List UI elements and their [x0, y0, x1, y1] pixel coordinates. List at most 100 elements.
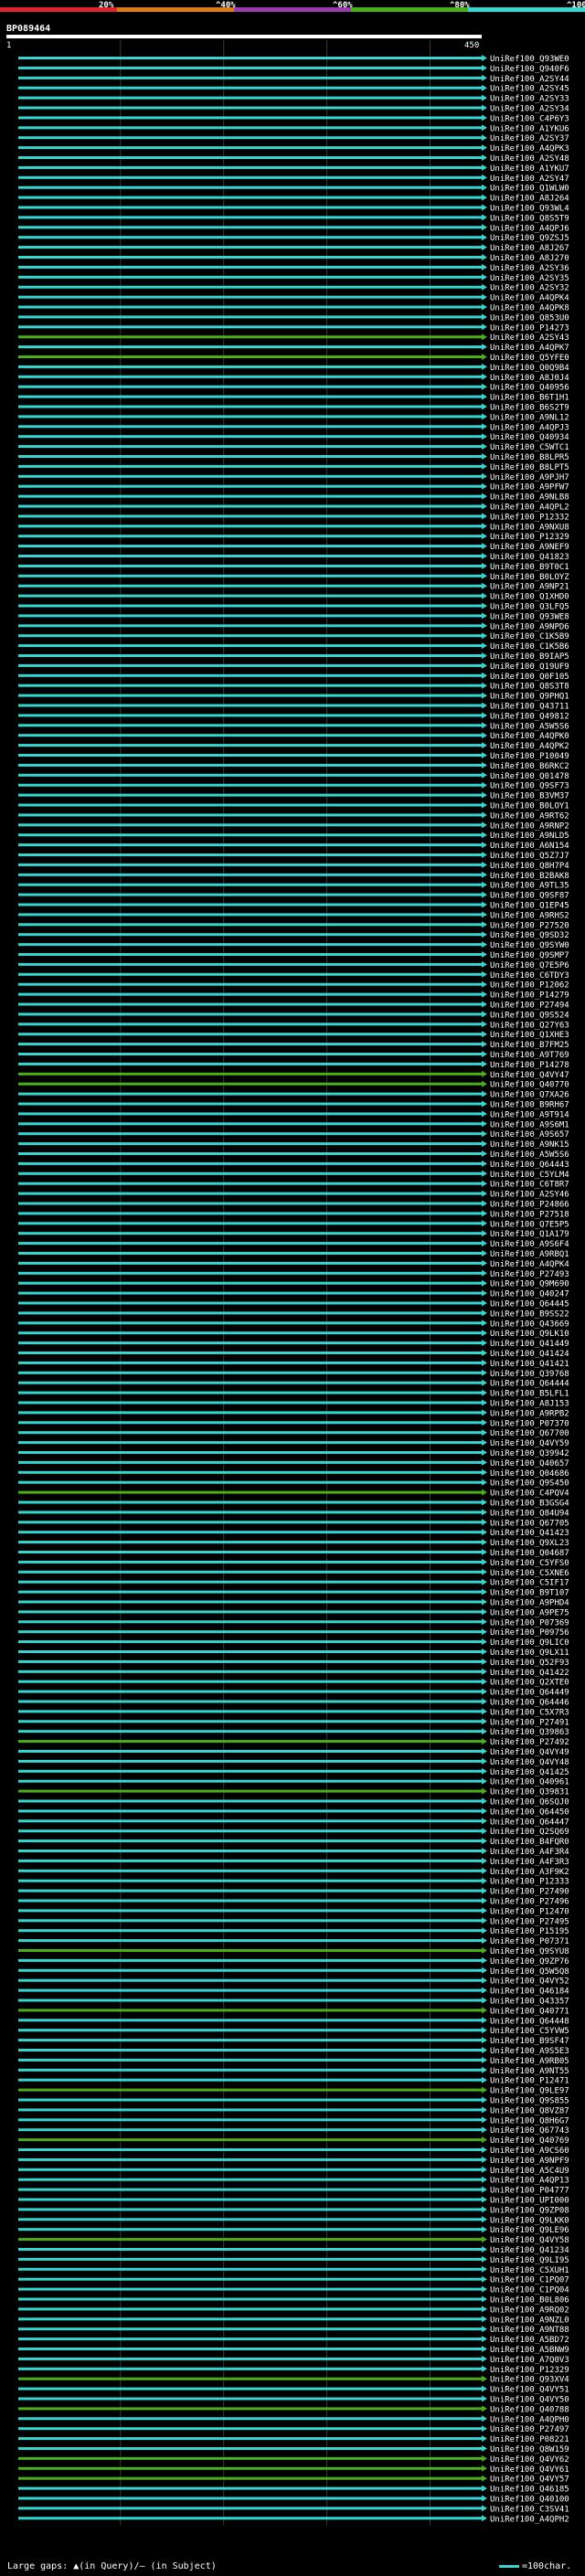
- hit-label[interactable]: UniRef100_Q67700: [490, 1429, 569, 1438]
- hit-label[interactable]: UniRef100_A9NPD6: [490, 622, 569, 631]
- hit-label[interactable]: UniRef100_Q0F105: [490, 673, 569, 682]
- hit-label[interactable]: UniRef100_B3VM37: [490, 792, 569, 801]
- hit-label[interactable]: UniRef100_Q4VY62: [490, 2455, 569, 2465]
- hit-label[interactable]: UniRef100_Q9S450: [490, 1479, 569, 1489]
- hit-label[interactable]: UniRef100_Q9LX11: [490, 1648, 569, 1658]
- hit-label[interactable]: UniRef100_Q64445: [490, 1300, 569, 1309]
- hit-label[interactable]: UniRef100_Q2XTE0: [490, 1679, 569, 1688]
- hit-label[interactable]: UniRef100_Q9LKK0: [490, 2216, 569, 2225]
- hit-label[interactable]: UniRef100_B0L806: [490, 2296, 569, 2306]
- hit-label[interactable]: UniRef100_Q4VY61: [490, 2465, 569, 2475]
- hit-label[interactable]: UniRef100_P27492: [490, 1738, 569, 1747]
- hit-label[interactable]: UniRef100_A9RBQ1: [490, 1250, 569, 1259]
- hit-label[interactable]: UniRef100_A9NXU8: [490, 523, 569, 532]
- hit-label[interactable]: UniRef100_Q46185: [490, 2486, 569, 2495]
- hit-label[interactable]: UniRef100_B6RKC2: [490, 762, 569, 771]
- hit-label[interactable]: UniRef100_C5IF17: [490, 1579, 569, 1588]
- hit-label[interactable]: UniRef100_A4QPJ6: [490, 224, 569, 233]
- hit-label[interactable]: UniRef100_Q93XV4: [490, 2376, 569, 2385]
- hit-label[interactable]: UniRef100_A4QPK0: [490, 732, 569, 741]
- hit-label[interactable]: UniRef100_B9RH67: [490, 1101, 569, 1110]
- hit-label[interactable]: UniRef100_Q40769: [490, 2136, 569, 2146]
- hit-label[interactable]: UniRef100_C1PQ07: [490, 2276, 569, 2285]
- hit-label[interactable]: UniRef100_Q43357: [490, 1998, 569, 2007]
- hit-label[interactable]: UniRef100_P27490: [490, 1888, 569, 1897]
- hit-label[interactable]: UniRef100_B9SS22: [490, 1309, 569, 1319]
- hit-label[interactable]: UniRef100_A9NP21: [490, 583, 569, 592]
- hit-label[interactable]: UniRef100_Q9ZP76: [490, 1957, 569, 1966]
- hit-label[interactable]: UniRef100_C5YLM4: [490, 1171, 569, 1180]
- hit-label[interactable]: UniRef100_Q39768: [490, 1370, 569, 1379]
- hit-label[interactable]: UniRef100_A9NPF9: [490, 2157, 569, 2166]
- hit-label[interactable]: UniRef100_A9S6M1: [490, 1120, 569, 1129]
- hit-label[interactable]: UniRef100_Q9SF87: [490, 892, 569, 901]
- hit-label[interactable]: UniRef100_A2SY32: [490, 284, 569, 293]
- hit-label[interactable]: UniRef100_Q9S855: [490, 2097, 569, 2106]
- hit-label[interactable]: UniRef100_P24866: [490, 1201, 569, 1210]
- hit-label[interactable]: UniRef100_Q1XHD0: [490, 593, 569, 602]
- hit-label[interactable]: UniRef100_Q41234: [490, 2246, 569, 2255]
- hit-label[interactable]: UniRef100_Q5YFE0: [490, 354, 569, 363]
- hit-label[interactable]: UniRef100_A2SY48: [490, 154, 569, 164]
- hit-label[interactable]: UniRef100_A9S5E3: [490, 2047, 569, 2056]
- hit-label[interactable]: UniRef100_Q40771: [490, 2007, 569, 2016]
- hit-label[interactable]: UniRef100_Q39863: [490, 1728, 569, 1737]
- hit-label[interactable]: UniRef100_Q1A179: [490, 1230, 569, 1239]
- hit-label[interactable]: UniRef100_Q8VZ87: [490, 2106, 569, 2115]
- hit-label[interactable]: UniRef100_Q8W159: [490, 2445, 569, 2454]
- hit-label[interactable]: UniRef100_Q64446: [490, 1699, 569, 1708]
- hit-label[interactable]: UniRef100_Q40788: [490, 2405, 569, 2414]
- hit-label[interactable]: UniRef100_P07369: [490, 1618, 569, 1627]
- hit-label[interactable]: UniRef100_B9T107: [490, 1589, 569, 1598]
- hit-label[interactable]: UniRef100_Q7E5P5: [490, 1220, 569, 1229]
- hit-label[interactable]: UniRef100_A4QPH2: [490, 2515, 569, 2524]
- hit-label[interactable]: UniRef100_A2SY33: [490, 95, 569, 104]
- hit-label[interactable]: UniRef100_UPI000: [490, 2197, 569, 2206]
- hit-label[interactable]: UniRef100_A9PE75: [490, 1608, 569, 1617]
- hit-label[interactable]: UniRef100_A9RT62: [490, 811, 569, 821]
- hit-label[interactable]: UniRef100_B8LPR5: [490, 453, 569, 462]
- hit-label[interactable]: UniRef100_A9RPB2: [490, 1409, 569, 1418]
- hit-label[interactable]: UniRef100_Q2SQ69: [490, 1828, 569, 1837]
- hit-label[interactable]: UniRef100_Q7XA26: [490, 1091, 569, 1100]
- hit-label[interactable]: UniRef100_B4FQR0: [490, 1838, 569, 1847]
- hit-label[interactable]: UniRef100_A4F3R4: [490, 1848, 569, 1857]
- hit-label[interactable]: UniRef100_A8J0J4: [490, 374, 569, 383]
- hit-label[interactable]: UniRef100_Q9ZSJ5: [490, 234, 569, 243]
- hit-label[interactable]: UniRef100_Q41449: [490, 1340, 569, 1349]
- hit-label[interactable]: UniRef100_P12333: [490, 1878, 569, 1887]
- hit-label[interactable]: UniRef100_P12329: [490, 533, 569, 542]
- hit-label[interactable]: UniRef100_C1PQ04: [490, 2286, 569, 2295]
- hit-label[interactable]: UniRef100_Q04686: [490, 1469, 569, 1479]
- hit-label[interactable]: UniRef100_A4QPK4: [490, 294, 569, 303]
- hit-label[interactable]: UniRef100_A4QPK8: [490, 304, 569, 313]
- hit-label[interactable]: UniRef100_P27496: [490, 1898, 569, 1907]
- hit-label[interactable]: UniRef100_P12332: [490, 513, 569, 522]
- hit-label[interactable]: UniRef100_P12062: [490, 981, 569, 991]
- hit-label[interactable]: UniRef100_P15195: [490, 1927, 569, 1936]
- hit-label[interactable]: UniRef100_C3SV41: [490, 2505, 569, 2514]
- hit-label[interactable]: UniRef100_Q67743: [490, 2126, 569, 2136]
- hit-label[interactable]: UniRef100_Q64443: [490, 1161, 569, 1170]
- hit-label[interactable]: UniRef100_Q9SF73: [490, 782, 569, 791]
- hit-label[interactable]: UniRef100_P12471: [490, 2077, 569, 2086]
- hit-label[interactable]: UniRef100_A9RHS2: [490, 911, 569, 920]
- hit-label[interactable]: UniRef100_B5LFL1: [490, 1390, 569, 1399]
- hit-label[interactable]: UniRef100_A5W5S6: [490, 1150, 569, 1160]
- hit-label[interactable]: UniRef100_A5W5S6: [490, 722, 569, 731]
- hit-label[interactable]: UniRef100_B6S2T9: [490, 404, 569, 413]
- hit-label[interactable]: UniRef100_C5WTC1: [490, 443, 569, 452]
- hit-label[interactable]: UniRef100_C5YVW5: [490, 2027, 569, 2036]
- hit-label[interactable]: UniRef100_A6N154: [490, 842, 569, 851]
- hit-label[interactable]: UniRef100_B9T0C1: [490, 563, 569, 572]
- hit-label[interactable]: UniRef100_Q1EP45: [490, 902, 569, 911]
- hit-label[interactable]: UniRef100_Q41421: [490, 1360, 569, 1369]
- hit-label[interactable]: UniRef100_A8J264: [490, 195, 569, 204]
- hit-label[interactable]: UniRef100_Q41423: [490, 1529, 569, 1538]
- hit-label[interactable]: UniRef100_A2SY43: [490, 334, 569, 343]
- hit-label[interactable]: UniRef100_A5C4U9: [490, 2167, 569, 2176]
- hit-label[interactable]: UniRef100_Q7E5P6: [490, 961, 569, 970]
- hit-label[interactable]: UniRef100_Q64447: [490, 1818, 569, 1827]
- hit-label[interactable]: UniRef100_Q93WL4: [490, 205, 569, 214]
- hit-label[interactable]: UniRef100_Q8S5T9: [490, 214, 569, 223]
